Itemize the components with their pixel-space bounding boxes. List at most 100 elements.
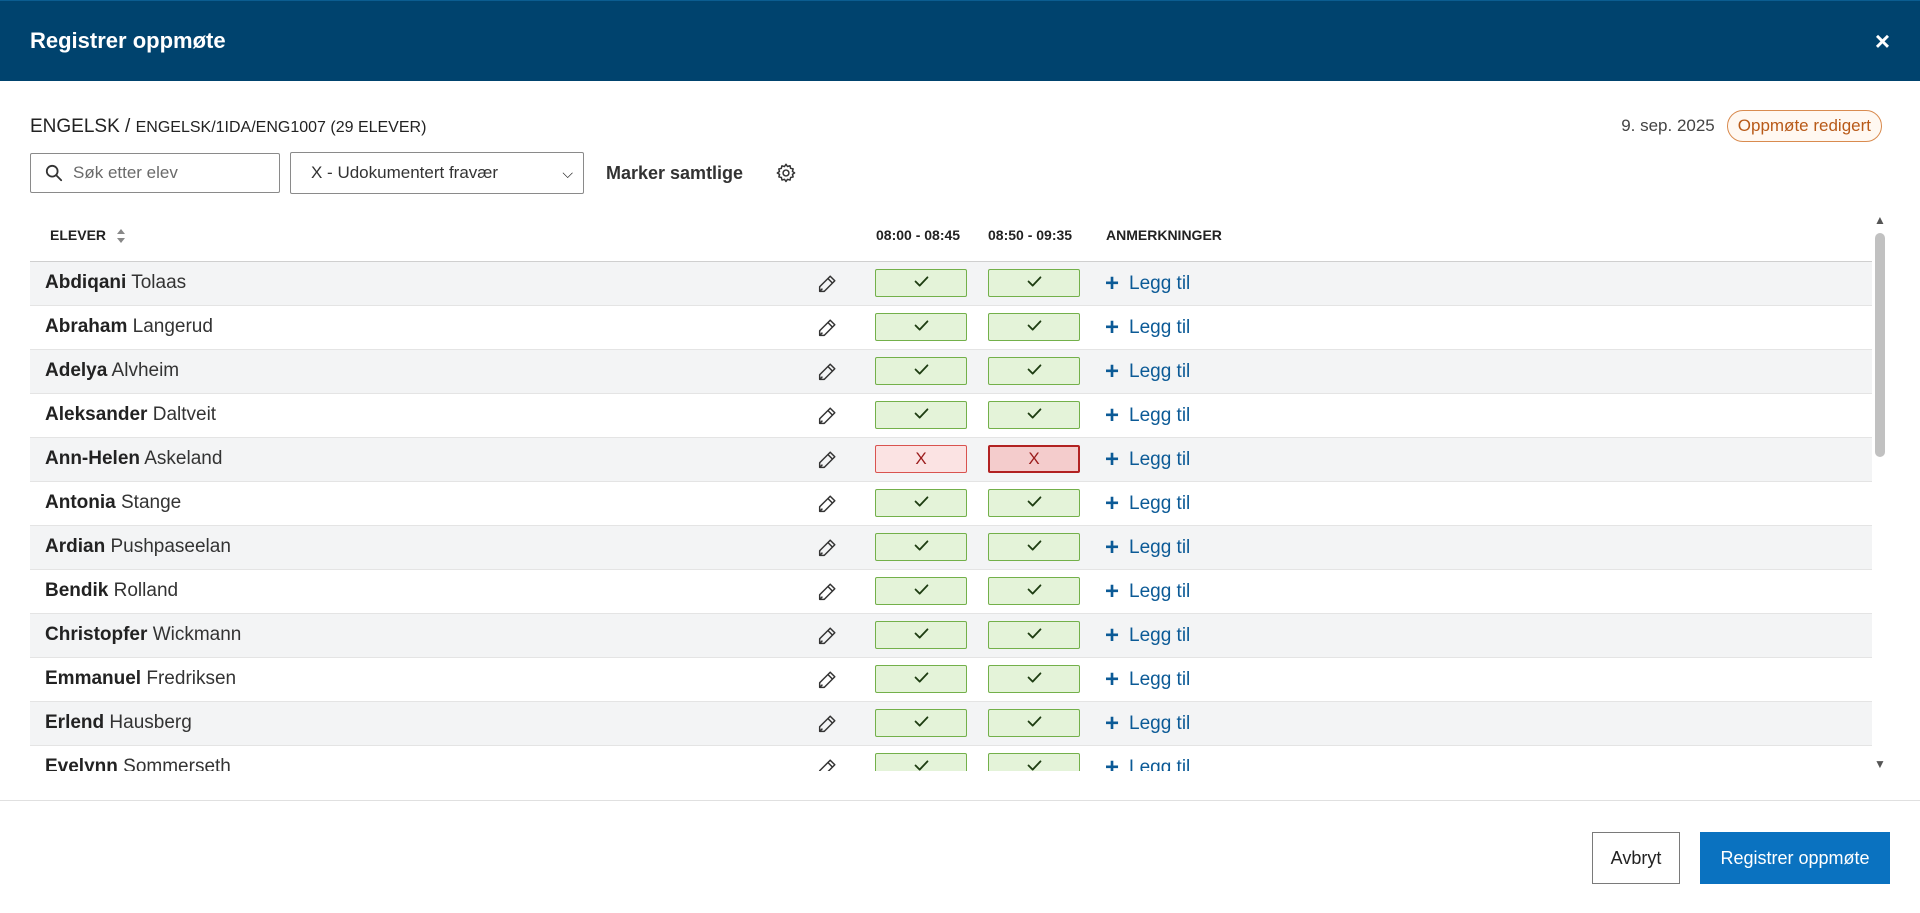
column-students[interactable]: ELEVER <box>50 227 126 244</box>
table-row: Adelya Alvheim + Legg til <box>30 350 1872 394</box>
pen-icon[interactable] <box>816 537 838 559</box>
register-attendance-button[interactable]: Registrer oppmøte <box>1700 832 1890 884</box>
check-icon <box>1027 362 1042 380</box>
attendance-present-cell[interactable] <box>988 709 1080 737</box>
pen-icon[interactable] <box>816 317 838 339</box>
table-row: Emmanuel Fredriksen + Legg til <box>30 658 1872 702</box>
attendance-present-cell[interactable] <box>875 533 967 561</box>
attendance-present-cell[interactable] <box>875 709 967 737</box>
attendance-present-cell[interactable] <box>988 357 1080 385</box>
pen-icon[interactable] <box>816 713 838 735</box>
scroll-up-icon[interactable]: ▲ <box>1874 213 1886 227</box>
add-note-label: Legg til <box>1129 361 1191 382</box>
check-icon <box>1027 758 1042 771</box>
attendance-absent-cell[interactable]: X <box>988 445 1080 473</box>
plus-icon: + <box>1105 270 1120 297</box>
check-icon <box>1027 714 1042 732</box>
attendance-present-cell[interactable] <box>988 621 1080 649</box>
student-name: Evelynn Sommerseth <box>45 756 231 771</box>
pen-icon[interactable] <box>816 273 838 295</box>
plus-icon: + <box>1105 534 1120 561</box>
attendance-present-cell[interactable] <box>988 533 1080 561</box>
gear-icon[interactable] <box>775 162 797 184</box>
student-name: Abraham Langerud <box>45 316 213 338</box>
scrollbar[interactable]: ▲ ▼ <box>1873 211 1887 771</box>
absence-type-select[interactable]: X - Udokumentert fravær ⌵ <box>290 152 584 194</box>
table-row: Abraham Langerud + Legg til <box>30 306 1872 350</box>
attendance-present-cell[interactable] <box>988 313 1080 341</box>
cancel-button[interactable]: Avbryt <box>1592 832 1680 884</box>
add-note-button[interactable]: + Legg til <box>1105 492 1190 516</box>
check-icon <box>1027 494 1042 512</box>
student-last-name: Rolland <box>113 580 179 601</box>
scrollbar-thumb[interactable] <box>1875 233 1885 457</box>
attendance-present-cell[interactable] <box>875 269 967 297</box>
attendance-present-cell[interactable] <box>875 665 967 693</box>
add-note-button[interactable]: + Legg til <box>1105 668 1190 692</box>
chevron-down-icon: ⌵ <box>562 164 573 181</box>
pen-icon[interactable] <box>816 757 838 771</box>
attendance-present-cell[interactable] <box>988 401 1080 429</box>
attendance-present-cell[interactable] <box>875 753 967 771</box>
add-note-button[interactable]: + Legg til <box>1105 536 1190 560</box>
pen-icon[interactable] <box>816 493 838 515</box>
table-body: Abdiqani Tolaas + Legg til Abraham Langerud… <box>30 262 1872 771</box>
column-period-1: 08:00 - 08:45 <box>876 227 961 243</box>
mark-all-button[interactable]: Marker samtlige <box>606 162 744 183</box>
add-note-button[interactable]: + Legg til <box>1105 580 1190 604</box>
check-icon <box>1027 538 1042 556</box>
pen-icon[interactable] <box>816 625 838 647</box>
add-note-label: Legg til <box>1129 317 1191 338</box>
student-first-name: Abraham <box>45 316 128 337</box>
check-icon <box>1027 626 1042 644</box>
add-note-button[interactable]: + Legg til <box>1105 272 1190 296</box>
attendance-present-cell[interactable] <box>988 269 1080 297</box>
lesson-date: 9. sep. 2025 <box>1621 116 1715 135</box>
check-icon <box>1027 274 1042 292</box>
check-icon <box>1027 670 1042 688</box>
pen-icon[interactable] <box>816 361 838 383</box>
attendance-present-cell[interactable] <box>988 577 1080 605</box>
course-name: ENGELSK / ENGELSK/1IDA/ENG1007 (29 ELEVE… <box>30 116 426 137</box>
student-last-name: Langerud <box>132 316 213 337</box>
attendance-present-cell[interactable] <box>875 489 967 517</box>
sort-icon[interactable] <box>116 228 126 244</box>
attendance-present-cell[interactable] <box>988 753 1080 771</box>
close-icon[interactable]: × <box>1874 26 1890 56</box>
add-note-button[interactable]: + Legg til <box>1105 624 1190 648</box>
table-row: Evelynn Sommerseth + Legg til <box>30 746 1872 771</box>
attendance-present-cell[interactable] <box>875 621 967 649</box>
search-field[interactable] <box>30 153 280 193</box>
student-last-name: Alvheim <box>111 360 180 381</box>
plus-icon: + <box>1105 358 1120 385</box>
add-note-label: Legg til <box>1129 713 1191 734</box>
pen-icon[interactable] <box>816 581 838 603</box>
pen-icon[interactable] <box>816 405 838 427</box>
search-input[interactable] <box>71 162 275 184</box>
pen-icon[interactable] <box>816 449 838 471</box>
attendance-present-cell[interactable] <box>988 489 1080 517</box>
check-icon <box>914 582 929 600</box>
scroll-down-icon[interactable]: ▼ <box>1874 757 1886 771</box>
attendance-present-cell[interactable] <box>875 313 967 341</box>
add-note-button[interactable]: + Legg til <box>1105 712 1190 736</box>
pen-icon[interactable] <box>816 669 838 691</box>
attendance-absent-cell[interactable]: X <box>875 445 967 473</box>
add-note-button[interactable]: + Legg til <box>1105 404 1190 428</box>
add-note-button[interactable]: + Legg til <box>1105 448 1190 472</box>
student-last-name: Fredriksen <box>146 668 237 689</box>
attendance-present-cell[interactable] <box>875 577 967 605</box>
attendance-present-cell[interactable] <box>875 401 967 429</box>
attendance-present-cell[interactable] <box>875 357 967 385</box>
student-name: Abdiqani Tolaas <box>45 272 186 294</box>
plus-icon: + <box>1105 666 1120 693</box>
student-first-name: Bendik <box>45 580 109 601</box>
add-note-button[interactable]: + Legg til <box>1105 756 1190 772</box>
student-first-name: Erlend <box>45 712 105 733</box>
table-row: Aleksander Daltveit + Legg til <box>30 394 1872 438</box>
attendance-present-cell[interactable] <box>988 665 1080 693</box>
student-first-name: Adelya <box>45 360 108 381</box>
add-note-button[interactable]: + Legg til <box>1105 360 1190 384</box>
add-note-button[interactable]: + Legg til <box>1105 316 1190 340</box>
course-prefix: ENGELSK / <box>30 116 136 137</box>
